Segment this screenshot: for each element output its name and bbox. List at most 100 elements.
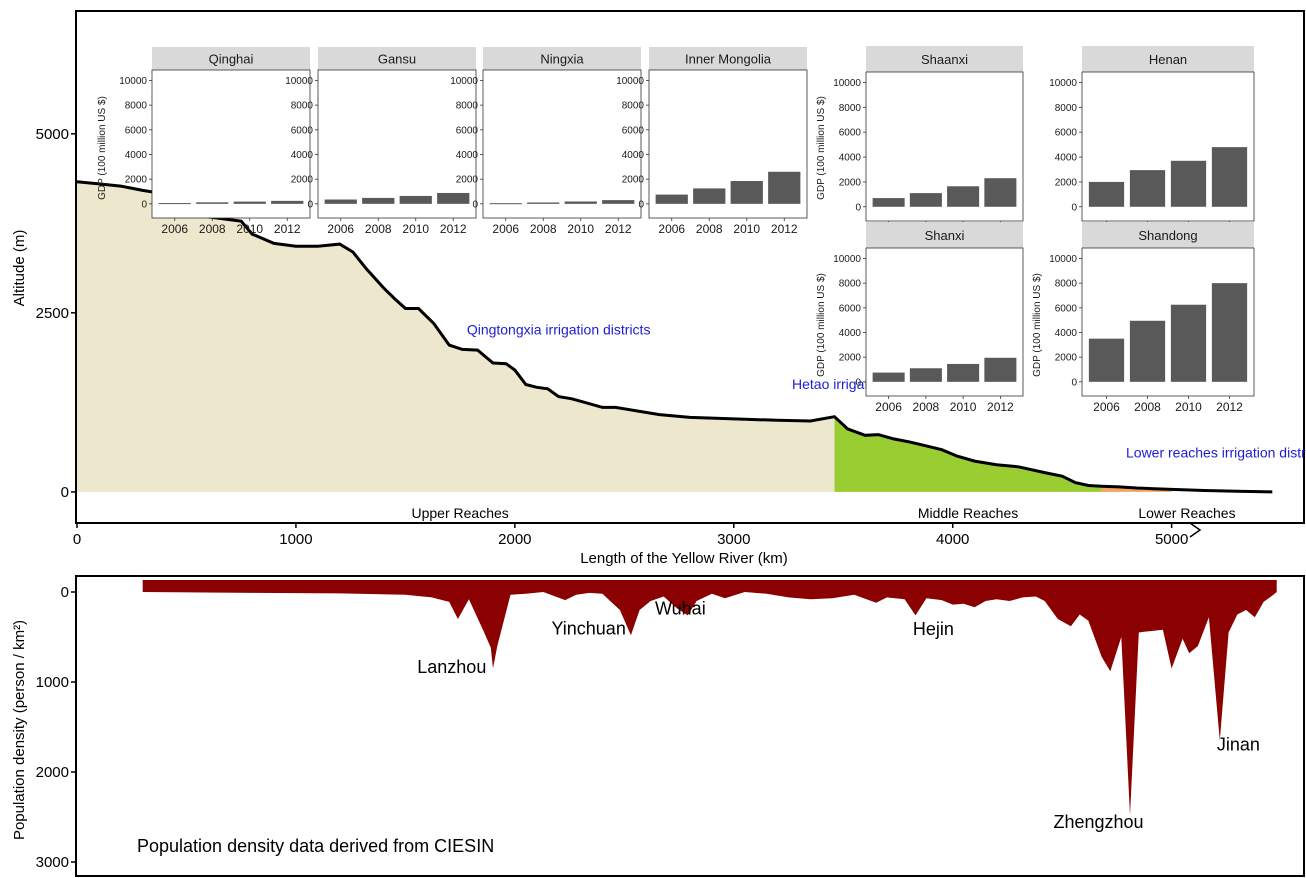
density-y-tick-label: 2000 bbox=[36, 764, 69, 781]
altitude-x-tick-label: 3000 bbox=[717, 531, 750, 548]
gdp-bar bbox=[158, 203, 191, 205]
city-label: Jinan bbox=[1217, 734, 1260, 754]
gdp-panel-inner-mongolia: Inner Mongolia 2006 2008 2010 2012 0 2000 4000 6… bbox=[616, 47, 808, 236]
gdp-panel-title: Qinghai bbox=[209, 52, 254, 67]
gdp-y-tick-label: 0 bbox=[141, 199, 147, 210]
reach-labels: Upper Reaches Middle Reaches Lower Reaches bbox=[411, 505, 1235, 521]
gdp-y-tick-label: 6000 bbox=[456, 125, 479, 136]
gdp-x-tick-label: 2006 bbox=[492, 222, 519, 236]
gdp-x-tick-label: 2006 bbox=[658, 222, 685, 236]
density-area bbox=[142, 580, 1277, 816]
gdp-panel-strip bbox=[649, 47, 807, 70]
city-label: Hejin bbox=[913, 619, 954, 639]
gdp-y-tick-label: 10000 bbox=[450, 76, 478, 87]
gdp-bar bbox=[693, 188, 726, 204]
gdp-y-tick-label: 0 bbox=[307, 199, 313, 210]
gdp-panel-title: Ningxia bbox=[540, 52, 584, 67]
gdp-y-tick-label: 10000 bbox=[119, 76, 147, 87]
gdp-y-tick-label: 4000 bbox=[291, 150, 314, 161]
gdp-bar bbox=[1129, 320, 1166, 382]
gdp-panel-strip bbox=[152, 47, 310, 70]
altitude-x-tick-label: 0 bbox=[73, 531, 81, 548]
gdp-y-tick-label: 0 bbox=[638, 199, 644, 210]
gdp-bar bbox=[655, 194, 688, 204]
altitude-y-tick-label: 5000 bbox=[36, 126, 69, 143]
gdp-bar bbox=[1211, 147, 1248, 207]
gdp-panel-strip bbox=[318, 47, 476, 70]
gdp-x-tick-label: 2010 bbox=[567, 222, 594, 236]
irrigation-district-label: Qingtongxia irrigation districts bbox=[467, 321, 651, 337]
gdp-y-tick-label: 4000 bbox=[1055, 328, 1078, 339]
irrigation-district-label: Lower reaches irrigation districts bbox=[1126, 445, 1306, 461]
gdp-y-tick-label: 8000 bbox=[622, 101, 645, 112]
gdp-panel-ningxia: Ningxia 2006 2008 2010 2012 0 2000 4000 6000 8000… bbox=[450, 47, 642, 236]
gdp-x-tick-label: 2010 bbox=[1175, 400, 1202, 414]
gdp-bar bbox=[730, 181, 763, 204]
gdp-x-tick-label: 2012 bbox=[987, 400, 1014, 414]
gdp-y-axis-label: GDP (100 million US $) bbox=[816, 273, 827, 377]
gdp-bar bbox=[362, 197, 395, 204]
gdp-y-tick-label: 2000 bbox=[1055, 353, 1078, 364]
gdp-x-tick-label: 2010 bbox=[733, 222, 760, 236]
gdp-x-tick-label: 2008 bbox=[365, 222, 392, 236]
gdp-y-tick-label: 2000 bbox=[456, 175, 479, 186]
gdp-inset-panels: Qinghai 2006 2008 2010 2012 0 2000 4000 6000 8000… bbox=[97, 46, 1255, 414]
gdp-bar bbox=[872, 198, 905, 207]
gdp-bar bbox=[489, 203, 522, 205]
gdp-panel-shaanxi: Shaanxi200620082010201202000400060008000… bbox=[816, 46, 1024, 239]
gdp-x-tick-label: 2008 bbox=[696, 222, 723, 236]
gdp-y-tick-label: 8000 bbox=[125, 101, 148, 112]
gdp-bar bbox=[527, 202, 560, 204]
gdp-y-tick-label: 2000 bbox=[839, 177, 862, 188]
gdp-bar bbox=[1129, 170, 1166, 207]
gdp-y-tick-label: 2000 bbox=[839, 353, 862, 364]
altitude-profile-line bbox=[76, 180, 1273, 494]
gdp-bar bbox=[947, 363, 980, 382]
gdp-y-tick-label: 10000 bbox=[616, 76, 644, 87]
gdp-panel-strip bbox=[1082, 222, 1254, 248]
altitude-y-tick-label: 2500 bbox=[36, 305, 69, 322]
gdp-panel-strip bbox=[866, 46, 1023, 72]
gdp-bar bbox=[984, 178, 1017, 207]
gdp-y-tick-label: 4000 bbox=[839, 328, 862, 339]
gdp-bar bbox=[602, 200, 635, 204]
reach-label: Middle Reaches bbox=[918, 505, 1018, 521]
gdp-y-tick-label: 10000 bbox=[833, 254, 861, 265]
city-label: Yinchuan bbox=[551, 618, 625, 638]
gdp-panel-qinghai: Qinghai 2006 2008 2010 2012 0 2000 4000 6000 8000… bbox=[97, 47, 311, 236]
gdp-x-tick-label: 2006 bbox=[161, 222, 188, 236]
altitude-x-tick-label: 1000 bbox=[279, 531, 312, 548]
gdp-bar bbox=[233, 201, 266, 204]
gdp-y-tick-label: 6000 bbox=[839, 128, 862, 139]
gdp-panel-shanxi: Shanxi 2006 2008 2010 2012 0 2000 4000 6000 8000 1… bbox=[816, 222, 1024, 414]
gdp-panel-title: Henan bbox=[1149, 52, 1187, 67]
gdp-x-tick-label: 2012 bbox=[274, 222, 301, 236]
gdp-y-axis-label: GDP (100 million US $) bbox=[97, 96, 108, 200]
gdp-x-tick-label: 2012 bbox=[771, 222, 798, 236]
gdp-y-axis-label: GDP (100 million US $) bbox=[1032, 273, 1043, 377]
density-y-tick-label: 3000 bbox=[36, 854, 69, 871]
density-y-tick-label: 0 bbox=[61, 584, 69, 601]
gdp-bar bbox=[1088, 338, 1125, 382]
gdp-panel-gansu: Gansu 2006 2008 2010 2012 0 2000 4000 6000 8000 10… bbox=[285, 47, 477, 236]
gdp-y-tick-label: 4000 bbox=[622, 150, 645, 161]
gdp-y-tick-label: 10000 bbox=[833, 78, 861, 89]
gdp-panel-strip bbox=[483, 47, 641, 70]
altitude-x-tick-label: 5000 bbox=[1155, 531, 1188, 548]
gdp-y-tick-label: 10000 bbox=[1049, 254, 1077, 265]
gdp-bar bbox=[399, 195, 432, 204]
altitude-y-tick-label: 0 bbox=[61, 484, 69, 501]
gdp-y-tick-label: 2000 bbox=[622, 175, 645, 186]
gdp-bar bbox=[909, 368, 942, 382]
gdp-panel-title: Inner Mongolia bbox=[685, 52, 772, 67]
river-direction-arrow bbox=[1189, 522, 1202, 538]
gdp-bar bbox=[196, 202, 229, 204]
altitude-x-axis-label: Length of the Yellow River (km) bbox=[580, 550, 788, 567]
density-y-axis-label: Population density (person / km²) bbox=[11, 620, 28, 840]
gdp-bar bbox=[872, 372, 905, 382]
gdp-x-tick-label: 2008 bbox=[1134, 400, 1161, 414]
gdp-y-tick-label: 4000 bbox=[1055, 153, 1078, 164]
gdp-y-tick-label: 8000 bbox=[456, 101, 479, 112]
gdp-y-tick-label: 4000 bbox=[839, 153, 862, 164]
